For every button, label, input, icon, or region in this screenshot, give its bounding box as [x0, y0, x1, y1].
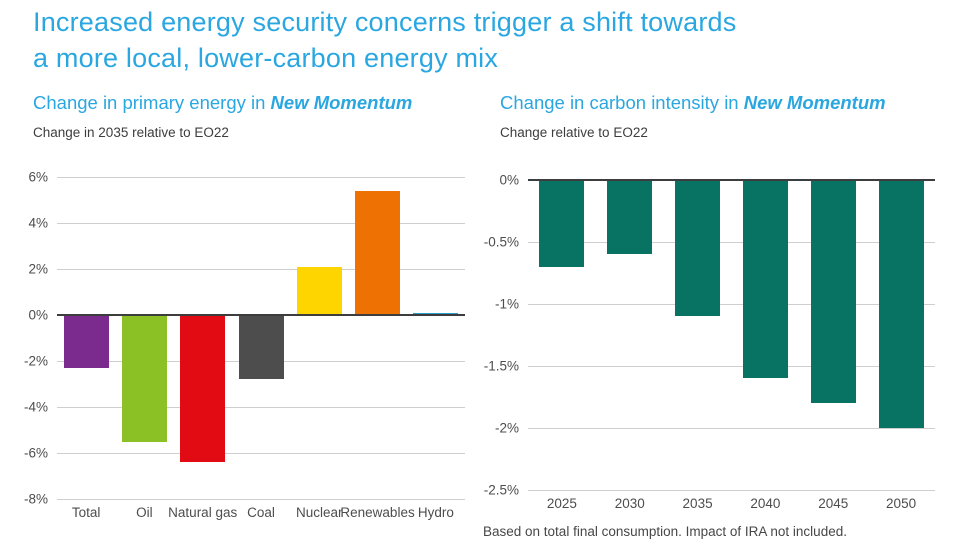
bar-2030 — [607, 180, 653, 255]
gridline — [528, 304, 935, 305]
right-chart-heading-emphasis: New Momentum — [743, 92, 886, 113]
x-category-label: Nuclear — [296, 505, 343, 520]
right-chart-heading: Change in carbon intensity in New Moment… — [500, 91, 886, 114]
y-tick-label: -2.5% — [483, 482, 519, 498]
bar-2040 — [742, 180, 788, 379]
left-chart-subtitle: Change in 2035 relative to EO22 — [33, 125, 229, 140]
x-category-label: Total — [71, 505, 101, 520]
bar-2045 — [810, 180, 856, 404]
page-title: Increased energy security concerns trigg… — [33, 4, 736, 76]
gridline — [57, 499, 465, 500]
x-category-label: Renewables — [340, 505, 415, 520]
page-title-line-1: Increased energy security concerns trigg… — [33, 7, 737, 37]
chart-footnote: Based on total final consumption. Impact… — [483, 524, 847, 539]
x-category-label: 2025 — [546, 496, 577, 511]
right-chart-heading-prefix: Change in carbon intensity in — [500, 92, 744, 113]
bar-2050 — [878, 180, 924, 428]
y-tick-label: 0% — [28, 307, 48, 323]
gridline — [57, 269, 465, 270]
bar-2035 — [675, 180, 721, 317]
bar-hydro — [413, 312, 459, 315]
x-category-label: 2050 — [886, 496, 917, 511]
x-category-label: 2045 — [818, 496, 849, 511]
gridline — [57, 407, 465, 408]
y-tick-label: -1.5% — [483, 358, 519, 374]
plot-area: 0% -0.5% -1% -1.5% -2% -2.5% 2025 2030 2035 2040 2… — [484, 173, 935, 511]
gridline — [528, 242, 935, 243]
x-category-label: Oil — [136, 505, 153, 520]
right-chart-subtitle: Change relative to EO22 — [500, 125, 648, 140]
carbon-intensity-chart: 0% -0.5% -1% -1.5% -2% -2.5% 2025 2030 2035 2040 2… — [484, 173, 935, 511]
bar-nuclear — [296, 266, 342, 315]
bar-coal — [238, 315, 284, 380]
gridline — [528, 490, 935, 491]
left-chart-heading-prefix: Change in primary energy in — [33, 92, 271, 113]
y-tick-label: -2% — [494, 420, 519, 436]
y-tick-label: 4% — [28, 215, 48, 231]
bar-oil — [121, 315, 167, 442]
y-tick-label: -6% — [23, 445, 48, 461]
gridline — [528, 366, 935, 367]
bar-2025 — [539, 180, 585, 267]
x-category-label: 2030 — [614, 496, 645, 511]
gridline — [528, 428, 935, 429]
y-tick-label: -2% — [23, 353, 48, 369]
primary-energy-chart: 6% 4% 2% 0% -2% -4% -6% -8% Total Oil Natural gas C… — [24, 170, 465, 520]
x-category-label: 2040 — [750, 496, 781, 511]
y-tick-label: -4% — [23, 399, 48, 415]
gridline — [57, 223, 465, 224]
zero-axis-line — [528, 179, 935, 181]
x-category-label: Coal — [247, 505, 275, 520]
bar-total — [63, 315, 109, 368]
x-category-label: Hydro — [417, 505, 454, 520]
y-tick-label: 2% — [28, 261, 48, 277]
zero-axis-line — [57, 314, 465, 316]
left-chart-heading-emphasis: New Momentum — [270, 92, 413, 113]
y-tick-label: -0.5% — [483, 234, 519, 250]
bar-renewables — [355, 190, 401, 315]
bar-natural-gas — [180, 315, 226, 463]
left-chart-heading: Change in primary energy in New Momentum — [33, 91, 412, 114]
gridline — [57, 177, 465, 178]
plot-area: 6% 4% 2% 0% -2% -4% -6% -8% Total Oil Natural gas C… — [24, 170, 465, 520]
y-tick-label: 6% — [28, 169, 48, 185]
x-category-label: 2035 — [682, 496, 713, 511]
y-tick-label: -1% — [494, 296, 519, 312]
y-tick-label: 0% — [499, 172, 519, 188]
page-title-line-2: a more local, lower-carbon energy mix — [33, 43, 499, 73]
gridline — [57, 453, 465, 454]
x-category-label: Natural gas — [168, 505, 238, 520]
y-tick-label: -8% — [23, 491, 48, 507]
